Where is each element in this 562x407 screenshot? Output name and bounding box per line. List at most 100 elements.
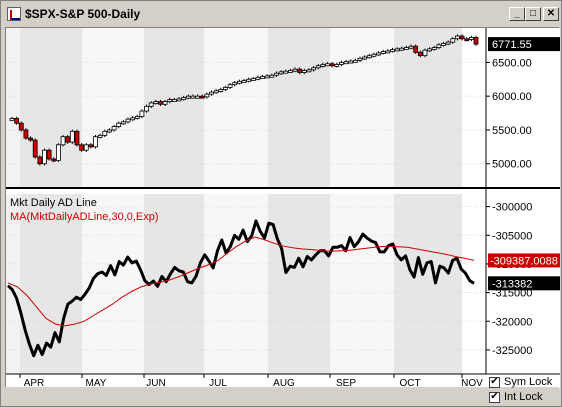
price-candle xyxy=(385,50,391,54)
price-axis-label: 5000.00 xyxy=(492,159,532,171)
price-candle xyxy=(441,43,446,46)
price-candle xyxy=(311,67,317,71)
price-candle xyxy=(473,37,479,45)
price-candle xyxy=(394,48,400,52)
month-label: JUN xyxy=(146,378,165,388)
price-axis-label: 6500.00 xyxy=(492,57,532,69)
price-candle xyxy=(352,59,358,63)
price-candle xyxy=(427,48,433,52)
int-lock-checkbox[interactable]: ✔ xyxy=(489,391,500,403)
chart-app-icon xyxy=(7,7,21,21)
title-bar[interactable]: $SPX-S&P 500-Daily _ □ ✕ xyxy=(3,3,559,25)
price-candle xyxy=(260,76,265,79)
maximize-button[interactable]: □ xyxy=(525,7,541,21)
month-label: OCT xyxy=(399,378,420,388)
indicator-axis-label: -315000 xyxy=(492,288,532,300)
price-month-band xyxy=(204,28,268,188)
price-month-band xyxy=(20,28,82,188)
price-candle xyxy=(162,101,168,105)
price-candle xyxy=(167,99,173,102)
price-candle xyxy=(79,144,84,151)
price-candle xyxy=(334,64,340,67)
close-button[interactable]: ✕ xyxy=(543,7,559,21)
check-icon: ✔ xyxy=(490,391,499,402)
month-label: JUL xyxy=(209,378,227,388)
price-candle xyxy=(325,63,330,67)
price-candle xyxy=(32,139,38,158)
price-candle xyxy=(185,95,191,99)
month-label: SEP xyxy=(336,378,356,388)
price-candle xyxy=(329,63,335,67)
price-month-band xyxy=(144,28,204,188)
price-month-band xyxy=(268,28,330,188)
price-candle xyxy=(65,136,71,143)
ad-last-tag xyxy=(488,276,560,291)
price-candle xyxy=(348,60,354,64)
price-candle xyxy=(436,44,442,48)
chart-area[interactable]: 6500.00 6000.00 5500.00 5000.00 6771.55 Mkt D… xyxy=(5,27,560,388)
ma-title: MA(MktDailyADLine,30,0,Exp) xyxy=(10,211,159,223)
price-candle xyxy=(450,38,456,43)
price-candle xyxy=(227,84,233,88)
price-candle xyxy=(371,53,377,57)
price-candle xyxy=(148,102,154,107)
price-candle xyxy=(218,89,224,92)
price-candle xyxy=(204,93,210,98)
price-candle xyxy=(209,91,214,95)
price-candle xyxy=(403,47,409,50)
price-candle xyxy=(264,75,270,79)
price-candle xyxy=(9,118,15,121)
price-candle xyxy=(28,137,33,141)
price-candle xyxy=(357,57,363,61)
indicator-axis-label: -325000 xyxy=(492,345,532,357)
price-axis-label: 6000.00 xyxy=(492,91,532,103)
price-candle xyxy=(111,126,117,131)
indicator-axis-label: -320000 xyxy=(492,316,532,328)
price-candle xyxy=(60,136,66,146)
price-candle xyxy=(417,51,423,57)
price-candle xyxy=(83,144,89,151)
close-icon: ✕ xyxy=(546,8,556,19)
bottom-bar: ✔ Sym Lock ✔ Int Lock xyxy=(5,376,559,405)
price-month-band xyxy=(330,28,394,188)
price-candle xyxy=(88,144,94,148)
indicator-month-band xyxy=(268,194,330,374)
price-candle xyxy=(18,122,24,131)
sym-lock-toggle[interactable]: ✔ Sym Lock xyxy=(489,376,552,388)
price-candle xyxy=(116,122,122,127)
price-candle xyxy=(278,71,284,75)
price-candle xyxy=(14,118,20,124)
price-candle xyxy=(301,70,307,73)
price-candle xyxy=(362,56,368,60)
price-candle xyxy=(158,101,163,105)
price-candle xyxy=(97,134,103,138)
price-candle xyxy=(102,130,108,136)
price-last-tag xyxy=(488,37,560,52)
price-candle xyxy=(42,149,47,165)
ma-last-tag xyxy=(488,253,560,268)
price-month-band xyxy=(394,28,462,188)
chart-svg[interactable]: 6500.00 6000.00 5500.00 5000.00 6771.55 Mkt D… xyxy=(6,28,560,388)
price-candle xyxy=(399,47,405,51)
price-candle xyxy=(176,98,182,102)
price-candle xyxy=(250,78,256,82)
int-lock-toggle[interactable]: ✔ Int Lock xyxy=(489,391,543,403)
price-candle xyxy=(464,38,470,42)
ma-line-series xyxy=(7,236,475,327)
price-candle xyxy=(422,49,428,57)
price-candle xyxy=(468,37,474,40)
price-candle xyxy=(315,65,321,69)
price-candle xyxy=(366,55,372,59)
indicator-axis-label: -305000 xyxy=(492,230,532,242)
price-candle xyxy=(246,78,252,82)
price-candle xyxy=(23,129,29,139)
price-candle xyxy=(390,49,395,52)
price-month-band xyxy=(6,28,20,188)
sym-lock-checkbox[interactable]: ✔ xyxy=(489,376,500,388)
minimize-button[interactable]: _ xyxy=(509,7,525,21)
price-candle xyxy=(269,74,275,78)
price-candle xyxy=(51,158,57,162)
indicator-axis-label: -300000 xyxy=(492,202,532,214)
indicator-month-band xyxy=(394,194,462,374)
ad-line-series xyxy=(6,219,475,358)
